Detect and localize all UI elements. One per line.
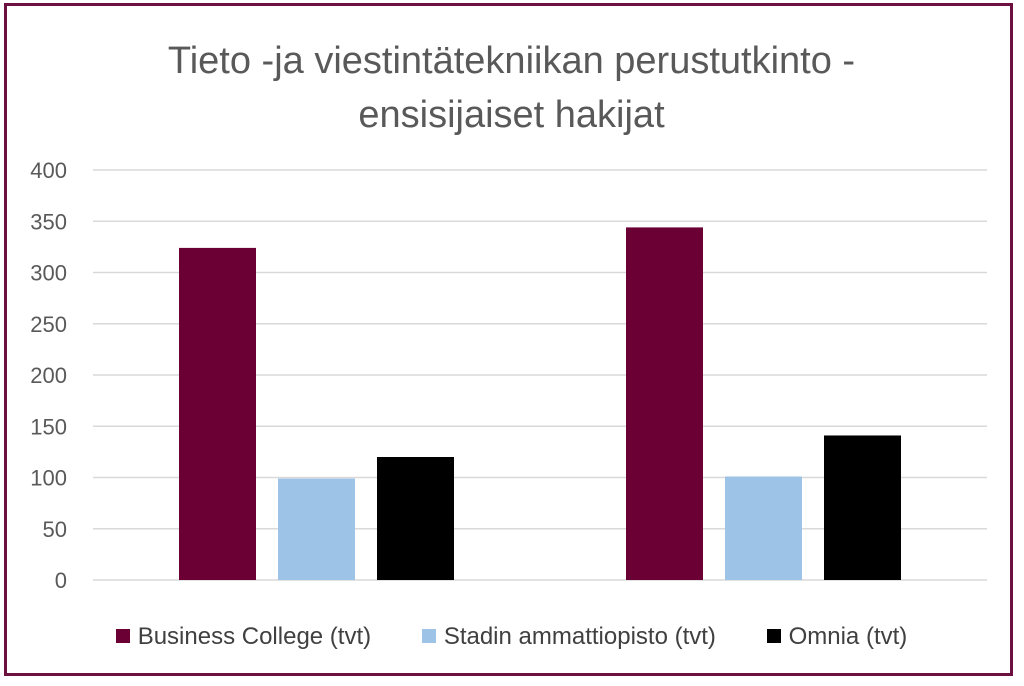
y-tick-label-200: 200 (30, 363, 67, 388)
y-tick-label-250: 250 (30, 312, 67, 337)
legend-swatch-business-college (115, 628, 130, 643)
chart-title-line-2: ensisijaiset hakijat (358, 94, 665, 136)
y-tick-label-100: 100 (30, 466, 67, 491)
chart-title: Tieto -ja viestintätekniikan perustutkin… (7, 34, 1016, 142)
bar-chart: 0 50 100 150 200 250 300 350 400 (30, 158, 987, 593)
bar-group-1-series-1 (179, 247, 256, 580)
legend-swatch-stadin (421, 628, 436, 643)
chart-title-line-1: Tieto -ja viestintätekniikan perustutkin… (167, 40, 856, 82)
y-tick-label-0: 0 (55, 568, 67, 593)
bar-group-1-series-2 (278, 478, 355, 580)
y-tick-label-150: 150 (30, 414, 67, 439)
bar-group-2-series-3 (824, 435, 901, 580)
legend-swatch-omnia (766, 628, 781, 643)
legend-item-stadin: Stadin ammattiopisto (tvt) (421, 623, 716, 651)
bar-group-1-series-3 (377, 457, 454, 580)
legend-label-business-college: Business College (tvt) (137, 623, 372, 650)
y-tick-label-350: 350 (30, 209, 67, 234)
chart-legend: Business College (tvt) Stadin ammattiopi… (7, 623, 1016, 651)
legend-item-business-college: Business College (tvt) (115, 623, 372, 651)
bar-group-2-series-1 (626, 227, 703, 580)
legend-label-omnia: Omnia (tvt) (788, 623, 908, 650)
legend-item-omnia: Omnia (tvt) (766, 623, 908, 651)
chart-frame: Tieto -ja viestintätekniikan perustutkin… (4, 3, 1013, 676)
y-tick-label-50: 50 (43, 517, 67, 542)
bar-group-2-series-2 (725, 476, 802, 580)
y-tick-label-400: 400 (30, 158, 67, 183)
legend-label-stadin: Stadin ammattiopisto (tvt) (443, 623, 716, 650)
y-tick-label-300: 300 (30, 261, 67, 286)
